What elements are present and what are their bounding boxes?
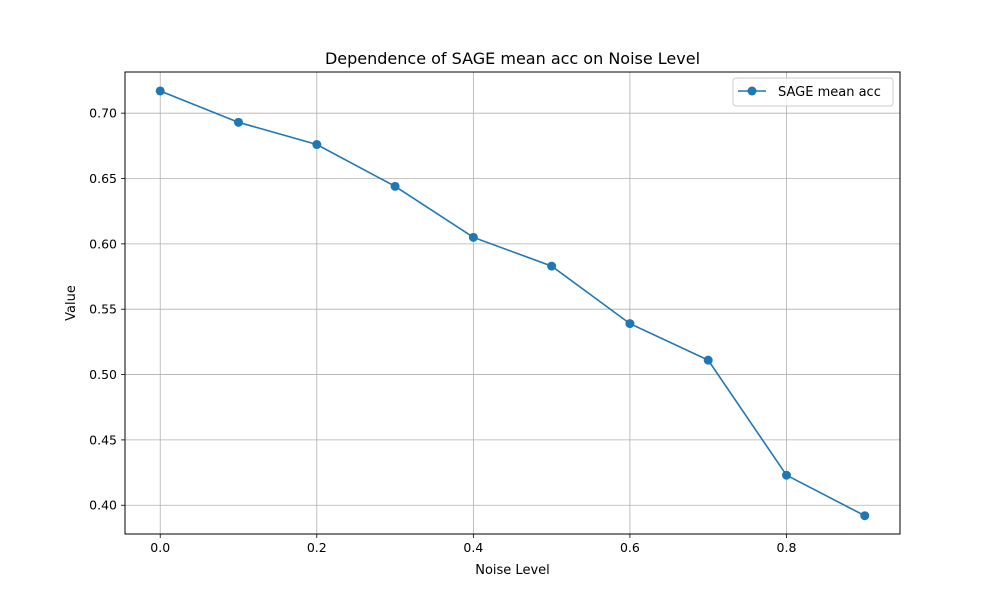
x-tick-label: 0.6 (620, 540, 640, 555)
x-axis-label: Noise Level (475, 563, 550, 578)
legend-box (732, 77, 894, 107)
grid-lines (125, 72, 900, 534)
chart-title: Dependence of SAGE mean acc on Noise Lev… (325, 49, 700, 68)
y-tick-label: 0.55 (89, 302, 117, 317)
data-point (781, 470, 791, 480)
y-tick-label: 0.45 (89, 432, 117, 447)
data-point (547, 261, 557, 271)
data-point (234, 117, 244, 127)
y-tick-label: 0.60 (89, 236, 117, 251)
legend-dot-marker (747, 86, 757, 96)
x-tick-label: 0.2 (307, 540, 327, 555)
legend: SAGE mean acc (732, 77, 894, 107)
data-point (625, 319, 635, 329)
legend-entry-label: SAGE mean acc (778, 85, 881, 100)
data-point (468, 232, 478, 242)
data-point (390, 181, 400, 191)
data-point (860, 511, 870, 521)
series-line (159, 90, 866, 517)
x-tick-label: 0.0 (150, 540, 170, 555)
x-tick-label: 0.4 (463, 540, 483, 555)
data-point (312, 140, 322, 150)
y-tick-label: 0.50 (89, 367, 117, 382)
x-tick-label: 0.8 (777, 540, 797, 555)
y-tick-label: 0.65 (89, 171, 117, 186)
data-point (155, 86, 165, 96)
y-tick-label: 0.70 (89, 106, 117, 121)
data-point (703, 355, 713, 365)
axis-ticks: 0.0 0.2 0.4 0.6 0.8 0.40 0.45 0.50 0.55 0.60 0.65 0… (89, 106, 796, 555)
series-layer (155, 86, 870, 521)
y-tick-label: 0.40 (89, 498, 117, 513)
y-axis-label: Value (64, 285, 79, 321)
plot-frame (124, 71, 901, 535)
